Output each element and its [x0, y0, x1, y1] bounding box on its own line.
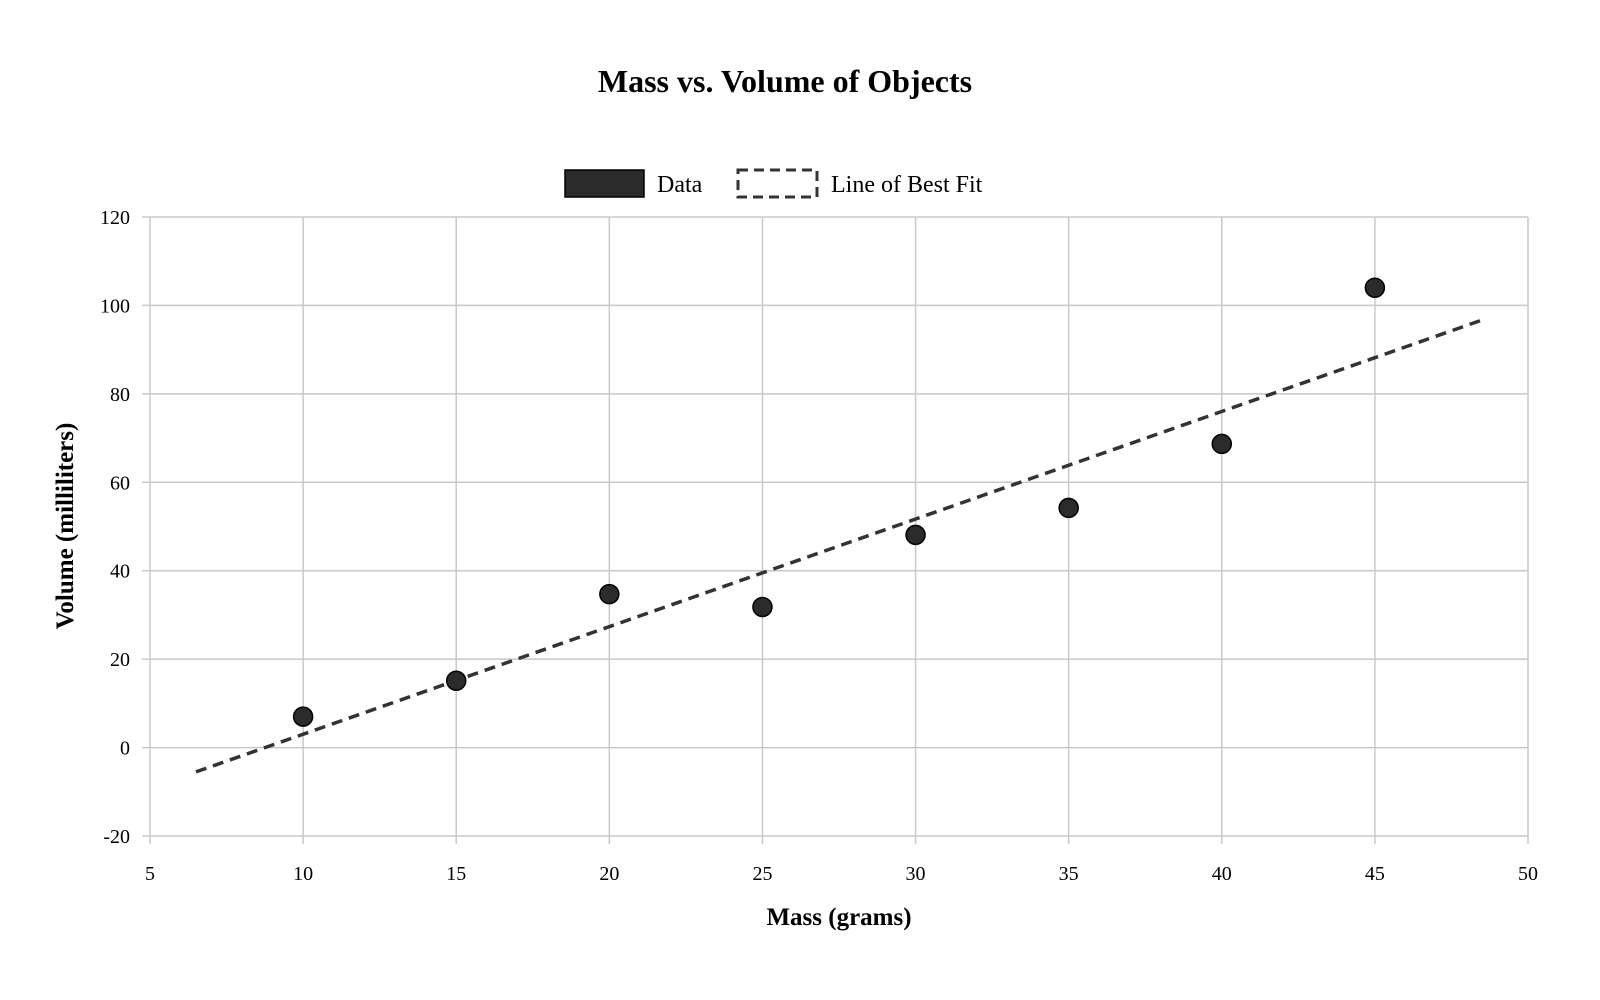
data-point: [1364, 277, 1386, 298]
data-point: [1058, 497, 1079, 519]
x-tick-label: 15: [446, 863, 466, 885]
y-tick-label: 40: [110, 561, 130, 583]
data-point: [905, 524, 926, 546]
chart-title: Mass vs. Volume of Objects: [598, 63, 972, 99]
x-tick-label: 40: [1212, 863, 1232, 885]
x-tick-label: 20: [599, 863, 619, 885]
x-tick-label: 50: [1518, 863, 1538, 885]
data-point: [292, 706, 314, 727]
legend-swatch-data: [564, 169, 645, 198]
y-tick-label: 100: [100, 295, 130, 317]
y-tick-label: 120: [100, 207, 130, 229]
grid: [142, 216, 1529, 844]
data-points: [292, 277, 1386, 727]
y-tick-label: -20: [103, 826, 130, 848]
x-tick-label: 5: [145, 863, 155, 885]
x-tick-label: 10: [293, 863, 313, 885]
y-tick-label: 60: [110, 472, 130, 494]
data-point: [752, 596, 773, 618]
data-point: [1211, 433, 1233, 455]
y-axis-label: Volume (milliliters): [52, 423, 79, 630]
x-axis-label: Mass (grams): [766, 904, 911, 931]
line-of-best-fit: [195, 318, 1483, 774]
legend: Data Line of Best Fit: [564, 168, 983, 199]
y-tick-label: 80: [110, 384, 130, 406]
fit-line-group: [195, 318, 1483, 774]
legend-swatch-fit: [736, 168, 819, 199]
x-tick-label: 45: [1365, 863, 1385, 885]
legend-label-fit: Line of Best Fit: [831, 172, 983, 198]
x-tick-label: 25: [752, 863, 772, 885]
y-tick-label: 0: [120, 738, 130, 760]
y-tick-label: 20: [110, 649, 130, 671]
legend-label-data: Data: [657, 172, 703, 198]
x-tick-label: 35: [1059, 863, 1079, 885]
tick-labels: 5 10 15 20 25 30 35 40 45 50 -20 0 20 40 60 80 100 120: [100, 207, 1538, 885]
data-point: [445, 670, 467, 692]
x-tick-label: 30: [906, 863, 926, 885]
data-point: [599, 583, 620, 605]
